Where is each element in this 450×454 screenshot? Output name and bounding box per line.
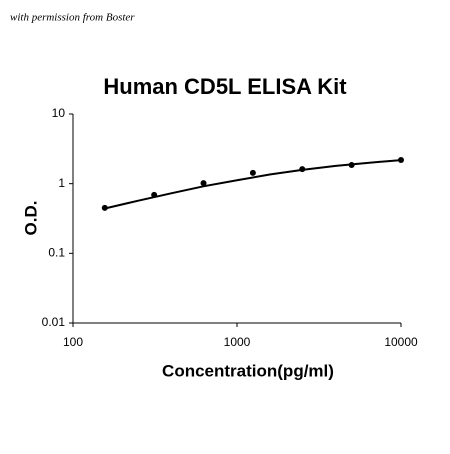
data-point <box>299 166 306 173</box>
y-tick-label: 0.01 <box>42 315 66 329</box>
y-tick-label: 1 <box>58 176 65 190</box>
data-point <box>398 156 404 163</box>
data-point <box>200 180 207 187</box>
x-tick-label: 1000 <box>224 335 251 349</box>
y-axis-label: O.D. <box>21 201 40 236</box>
watermark: with permission from Boster <box>10 12 135 24</box>
chart-title: Human CD5L ELISA Kit <box>103 74 347 99</box>
y-tick-label: 10 <box>52 106 66 120</box>
y-tick-label: 0.1 <box>48 246 65 260</box>
data-point <box>249 169 256 176</box>
x-tick-label: 100 <box>63 335 83 349</box>
data-point <box>101 204 108 211</box>
data-point <box>348 162 355 169</box>
data-point <box>151 191 158 198</box>
fit-curve <box>104 159 402 210</box>
x-axis-label: Concentration(pg/ml) <box>162 361 334 380</box>
x-tick-label: 10000 <box>384 335 418 349</box>
